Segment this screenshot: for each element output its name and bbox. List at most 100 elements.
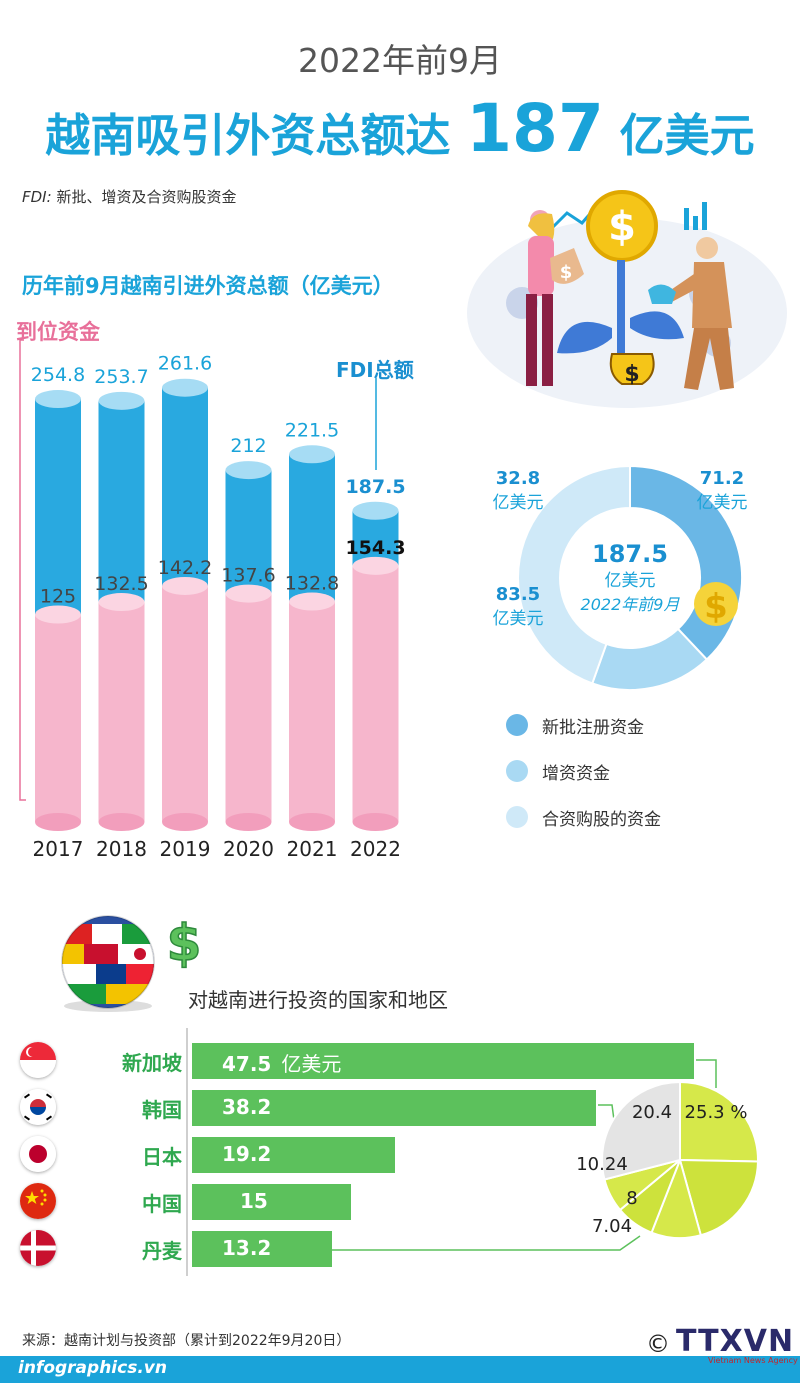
fdi-total-value-label: 261.6 bbox=[158, 353, 212, 375]
share-pie-slice bbox=[679, 1080, 759, 1163]
chart-leader-lines bbox=[19, 339, 377, 801]
fdi-total-bar-top bbox=[289, 445, 335, 464]
country-row-singapore: 新加坡 47.5 亿美元 bbox=[0, 1040, 800, 1080]
svg-text:$: $ bbox=[624, 362, 639, 387]
country-value-korea: 38.2 bbox=[222, 1095, 272, 1119]
share-pie-connectors bbox=[332, 1059, 717, 1251]
fdi-disbursed-bar bbox=[289, 601, 335, 822]
fdi-breakdown-donut: 71.2 亿美元 32.8 亿美元 83.5 亿美元 187.5 亿美元 2022年前9月… bbox=[493, 464, 748, 691]
share-connector bbox=[696, 1059, 717, 1088]
share-pie-label: 25.3 % bbox=[685, 1102, 748, 1123]
fdi-total-value-label: 221.5 bbox=[285, 419, 339, 441]
share-pie-label: 7.04 bbox=[592, 1216, 632, 1237]
disbursed-legend-label: 到位资金 bbox=[16, 320, 100, 344]
share-pie-slice bbox=[601, 1080, 681, 1181]
singapore-flag-icon bbox=[20, 1042, 56, 1078]
fdi-disbursed-value-label: 137.6 bbox=[221, 565, 275, 587]
country-row-china: 中国 15 bbox=[0, 1181, 800, 1221]
legend-new-capital-text: 新批注册资金 bbox=[542, 717, 644, 738]
headline-prefix: 越南吸引外资总额达 bbox=[45, 109, 451, 162]
fdi-disbursed-value-label: 132.5 bbox=[94, 573, 148, 595]
legend-new-capital-dot bbox=[506, 714, 528, 736]
country-value-unit: 亿美元 bbox=[281, 1052, 342, 1076]
fdi-disbursed-value-label: 125 bbox=[40, 586, 76, 608]
donut-slice-value-label: 83.5 bbox=[496, 584, 540, 605]
fdi-year-tick: 2021 bbox=[287, 837, 338, 861]
share-pie-slices bbox=[601, 1080, 760, 1239]
country-name-denmark: 丹麦 bbox=[142, 1239, 182, 1263]
fdi-total-bar-top bbox=[98, 391, 145, 410]
japan-flag-icon bbox=[20, 1136, 56, 1172]
fdi-note-text: 新批、增资及合资购股资金 bbox=[56, 188, 237, 206]
fdi-year-labels: 2017 2018 2019 2020 2021 2022 bbox=[33, 837, 401, 861]
share-pie-label: 8 bbox=[626, 1188, 637, 1209]
fdi-total-value-label: 187.5 bbox=[345, 476, 405, 498]
fdi-year-tick: 2017 bbox=[33, 837, 84, 861]
share-connector bbox=[332, 1235, 641, 1251]
disbursed-leader-line bbox=[19, 339, 26, 801]
fdi-year-tick: 2020 bbox=[223, 837, 274, 861]
fdi-disbursed-bar-top bbox=[225, 584, 272, 603]
country-value-singapore-number: 47.5 bbox=[222, 1052, 272, 1076]
legend-increase-capital-text: 增资资金 bbox=[542, 763, 610, 784]
country-bar-denmark bbox=[192, 1231, 332, 1267]
share-pie-label: 20.4 bbox=[632, 1102, 672, 1123]
legend-new-capital: 新批注册资金 bbox=[506, 710, 644, 740]
fdi-disbursed-bar bbox=[35, 614, 81, 822]
headline-value: 187 bbox=[466, 90, 604, 167]
country-row-korea: 韩国 38.2 bbox=[0, 1087, 800, 1127]
fdi-bar-base bbox=[35, 813, 81, 831]
source-note: 来源：越南计划与投资部（累计到2022年9月20日） bbox=[22, 1333, 351, 1349]
fdi-total-bar-top bbox=[35, 390, 81, 409]
share-pie-label: 10.24 bbox=[576, 1154, 628, 1175]
fdi-year-tick: 2018 bbox=[96, 837, 147, 861]
fdi-total-bar-top bbox=[225, 461, 272, 480]
copyright-icon: © bbox=[646, 1330, 670, 1358]
country-bar-japan bbox=[192, 1137, 395, 1173]
fdi-bar-base bbox=[225, 813, 272, 831]
country-name-japan: 日本 bbox=[142, 1145, 182, 1169]
donut-slice-unit-label: 亿美元 bbox=[697, 493, 748, 513]
country-bar-china bbox=[192, 1184, 351, 1220]
legend-stake-capital-text: 合资购股的资金 bbox=[542, 809, 661, 830]
footer-bar bbox=[0, 1356, 800, 1383]
legend-stake-capital-dot bbox=[506, 806, 528, 828]
donut-center-unit: 亿美元 bbox=[605, 571, 656, 591]
fdi-disbursed-value-label: 142.2 bbox=[158, 557, 212, 579]
fdi-bar-base bbox=[352, 813, 399, 831]
china-flag-icon bbox=[20, 1183, 56, 1219]
investment-illustration: $ $ $ bbox=[467, 190, 787, 408]
country-bar-korea bbox=[192, 1090, 596, 1126]
brand-logo: TTXVN bbox=[676, 1324, 795, 1359]
fdi-total-value-label: 254.8 bbox=[31, 364, 85, 386]
svg-text:$: $ bbox=[167, 914, 202, 972]
fdi-bar-base bbox=[98, 813, 145, 831]
country-value-singapore: 47.5 亿美元 bbox=[222, 1048, 341, 1077]
donut-slice bbox=[517, 464, 631, 685]
donut-slice-unit-label: 亿美元 bbox=[493, 493, 544, 513]
donut-slice-value-label: 71.2 bbox=[700, 468, 744, 489]
fdi-year-tick: 2019 bbox=[160, 837, 211, 861]
legend-increase-capital-dot bbox=[506, 760, 528, 782]
country-value-china: 15 bbox=[240, 1189, 268, 1213]
fdi-disbursed-bar bbox=[352, 565, 399, 822]
donut-slice-labels: 71.2 亿美元 32.8 亿美元 83.5 亿美元 bbox=[493, 468, 748, 629]
fdi-total-value-label: 212 bbox=[230, 435, 266, 457]
country-value-denmark: 13.2 bbox=[222, 1236, 272, 1260]
donut-center-value: 187.5 bbox=[592, 540, 668, 568]
fdi-total-bar-top bbox=[162, 378, 208, 397]
donut-center: 187.5 亿美元 2022年前9月 bbox=[581, 540, 681, 614]
country-row-japan: 日本 19.2 bbox=[0, 1134, 800, 1174]
fdi-disbursed-bar bbox=[225, 593, 272, 822]
svg-text:$: $ bbox=[704, 587, 728, 627]
fdi-bar-base bbox=[162, 813, 208, 831]
site-name[interactable]: infographics.vn bbox=[18, 1358, 167, 1378]
share-pie-slice bbox=[678, 1158, 760, 1237]
fdi-disbursed-bar bbox=[162, 585, 208, 822]
fdi-value-labels: 254.8 125 253.7 132.5 261.6 142.2 212 137.6 221.… bbox=[31, 353, 406, 608]
fdi-disbursed-value-label: 132.8 bbox=[285, 573, 339, 595]
headline: 越南吸引外资总额达 187 亿美元 bbox=[0, 90, 800, 167]
country-name-china: 中国 bbox=[142, 1192, 182, 1216]
donut-slice-unit-label: 亿美元 bbox=[493, 609, 544, 629]
